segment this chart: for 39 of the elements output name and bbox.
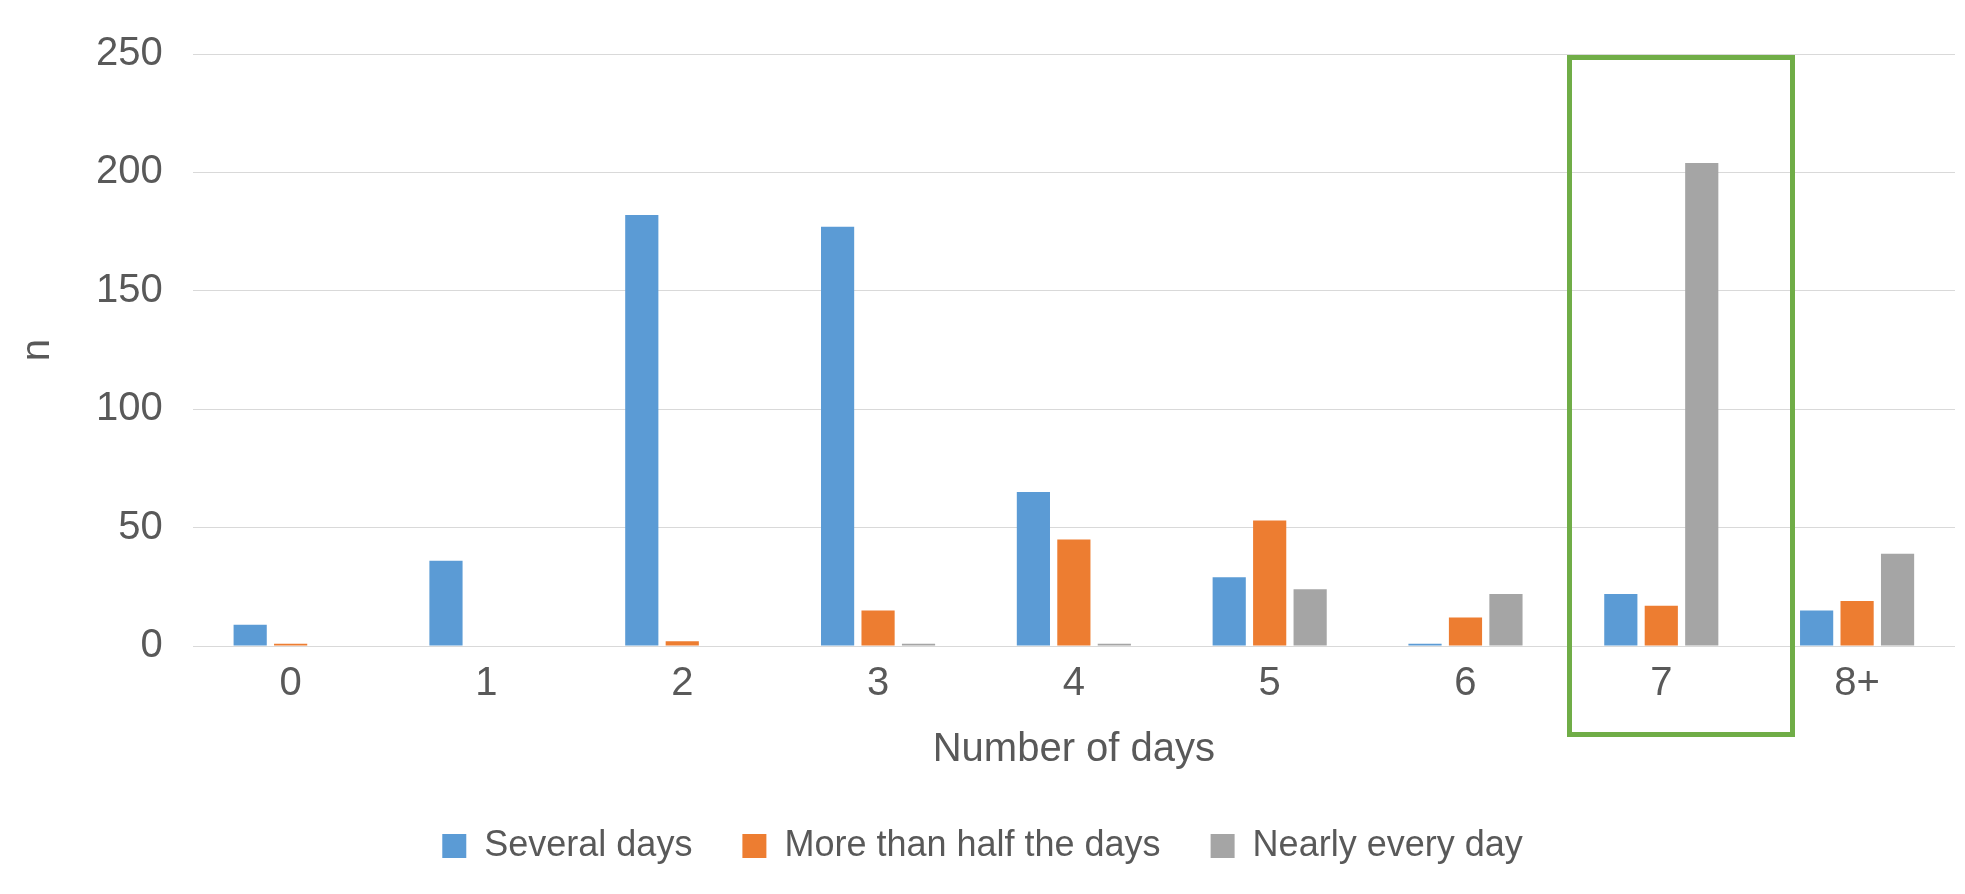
y-tick-label: 100: [95, 384, 163, 429]
bar: [1253, 520, 1287, 646]
bar: [233, 624, 267, 646]
x-tick-label: 8+: [1834, 659, 1880, 704]
x-tick-label: 6: [1454, 659, 1477, 704]
x-tick-label: 5: [1258, 659, 1281, 704]
bar: [1880, 553, 1915, 646]
x-tick-label: 4: [1062, 659, 1085, 704]
bar: [1685, 162, 1719, 646]
bar: [1016, 492, 1050, 646]
bar: [1489, 593, 1523, 646]
bar: [665, 641, 699, 646]
bar: [625, 215, 659, 646]
legend-label: Several days: [484, 822, 693, 864]
bar: [1293, 589, 1327, 646]
x-tick-label: 1: [475, 659, 498, 704]
bar: [1800, 610, 1834, 646]
x-tick-label: 2: [671, 659, 694, 704]
legend-label: More than half the days: [784, 822, 1161, 864]
bar: [861, 610, 895, 646]
x-tick-label: 3: [866, 659, 890, 704]
legend-label: Nearly every day: [1252, 822, 1523, 864]
y-tick-label: 250: [95, 29, 163, 74]
y-axis-title: n: [13, 338, 58, 362]
bar: [1604, 593, 1638, 646]
x-tick-label: 0: [279, 659, 302, 704]
bar: [1448, 617, 1483, 646]
bar: [1057, 539, 1091, 646]
y-tick-label: 0: [140, 621, 163, 666]
y-tick-label: 200: [95, 147, 163, 192]
y-tick-label: 50: [118, 502, 163, 547]
y-tick-label: 150: [95, 265, 163, 310]
bar: [1212, 577, 1246, 646]
bar: [1644, 605, 1678, 646]
bar: [429, 560, 463, 646]
x-axis-title: Number of days: [932, 725, 1216, 770]
bar: [821, 226, 855, 646]
x-tick-label: 7: [1650, 659, 1673, 704]
bar: [1840, 601, 1874, 646]
